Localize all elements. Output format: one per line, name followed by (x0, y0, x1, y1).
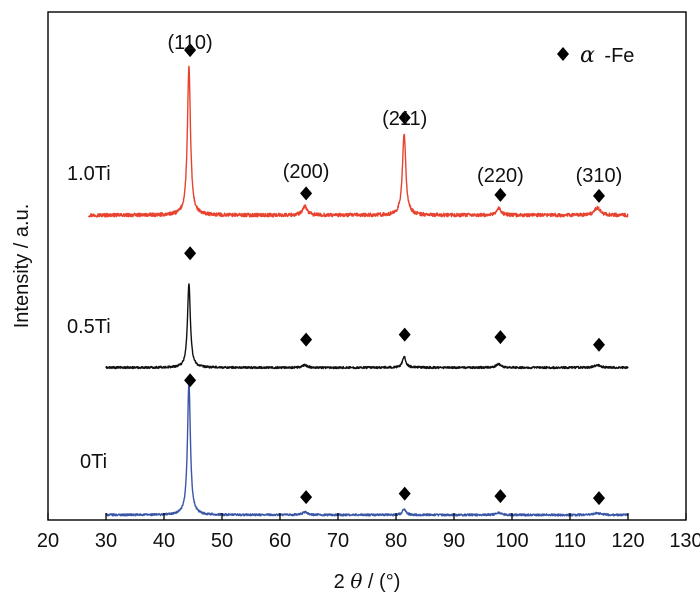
x-axis-title-suffix: / (°) (368, 571, 400, 593)
x-tick-label-20: 20 (37, 530, 59, 552)
peak-marker-0-5ti-0 (184, 246, 197, 261)
x-axis-title-theta: θ (350, 569, 362, 593)
legend-diamond-marker (557, 47, 569, 61)
x-tick-label-40: 40 (153, 530, 175, 552)
series-label-0ti: 0Ti (80, 451, 107, 473)
series-line-0ti (105, 382, 629, 517)
peak-marker-0ti-3 (494, 489, 507, 504)
legend: α -Fe (557, 43, 634, 68)
series-layer (87, 65, 629, 517)
peak-marker-1-0ti-4 (593, 188, 605, 203)
peak-marker-0-5ti-2 (398, 327, 411, 342)
peak-label-211: (211) (382, 108, 427, 130)
peak-label-220: (220) (477, 165, 524, 187)
tick-layer: 20 30 40 50 60 70 80 90 100 110 120 130 (37, 513, 700, 552)
sample-labels: 1.0Ti 0.5Ti 0Ti (67, 163, 111, 473)
legend-label: α -Fe (580, 43, 634, 68)
x-tick-label-30: 30 (95, 530, 117, 552)
peak-marker-0ti-1 (300, 490, 313, 505)
peak-marker-1-0ti-2 (398, 110, 411, 125)
legend-fe-text: -Fe (604, 45, 634, 67)
x-tick-label-110: 110 (554, 530, 586, 552)
x-axis-title-prefix: 2 (334, 571, 345, 593)
peak-marker-0-5ti-1 (300, 332, 313, 347)
peak-marker-0-5ti-4 (593, 337, 605, 352)
legend-alpha-symbol: α (580, 43, 595, 68)
x-tick-label-60: 60 (269, 530, 291, 552)
peak-marker-0ti-4 (593, 491, 605, 506)
plot-frame (47, 11, 687, 521)
peak-marker-1-0ti-3 (494, 187, 507, 202)
series-line-0-5ti (105, 283, 629, 370)
peak-label-110: (110) (167, 32, 212, 54)
peak-label-layer: (110) (200) (211) (220) (310) (167, 32, 622, 187)
marker-layer (184, 43, 605, 506)
x-tick-label-80: 80 (385, 530, 407, 552)
peak-marker-1-0ti-1 (300, 186, 313, 201)
x-axis-title: 2 θ / (°) (334, 569, 401, 593)
series-label-1-0ti: 1.0Ti (67, 163, 111, 185)
x-tick-label-90: 90 (443, 530, 465, 552)
peak-label-310: (310) (576, 165, 623, 187)
x-tick-label-70: 70 (327, 530, 349, 552)
x-tick-label-100: 100 (495, 530, 528, 552)
series-line-1-0ti (87, 65, 629, 218)
peak-label-200: (200) (283, 161, 330, 183)
peak-marker-1-0ti-0 (184, 43, 197, 58)
x-tick-label-50: 50 (211, 530, 233, 552)
x-tick-label-130: 130 (669, 530, 700, 552)
peak-marker-0-5ti-3 (494, 330, 507, 345)
y-axis-title: Intensity / a.u. (11, 204, 33, 329)
x-tick-label-120: 120 (611, 530, 644, 552)
peak-marker-0ti-0 (184, 373, 197, 388)
peak-marker-0ti-2 (398, 486, 411, 501)
series-label-0-5ti: 0.5Ti (67, 316, 111, 338)
